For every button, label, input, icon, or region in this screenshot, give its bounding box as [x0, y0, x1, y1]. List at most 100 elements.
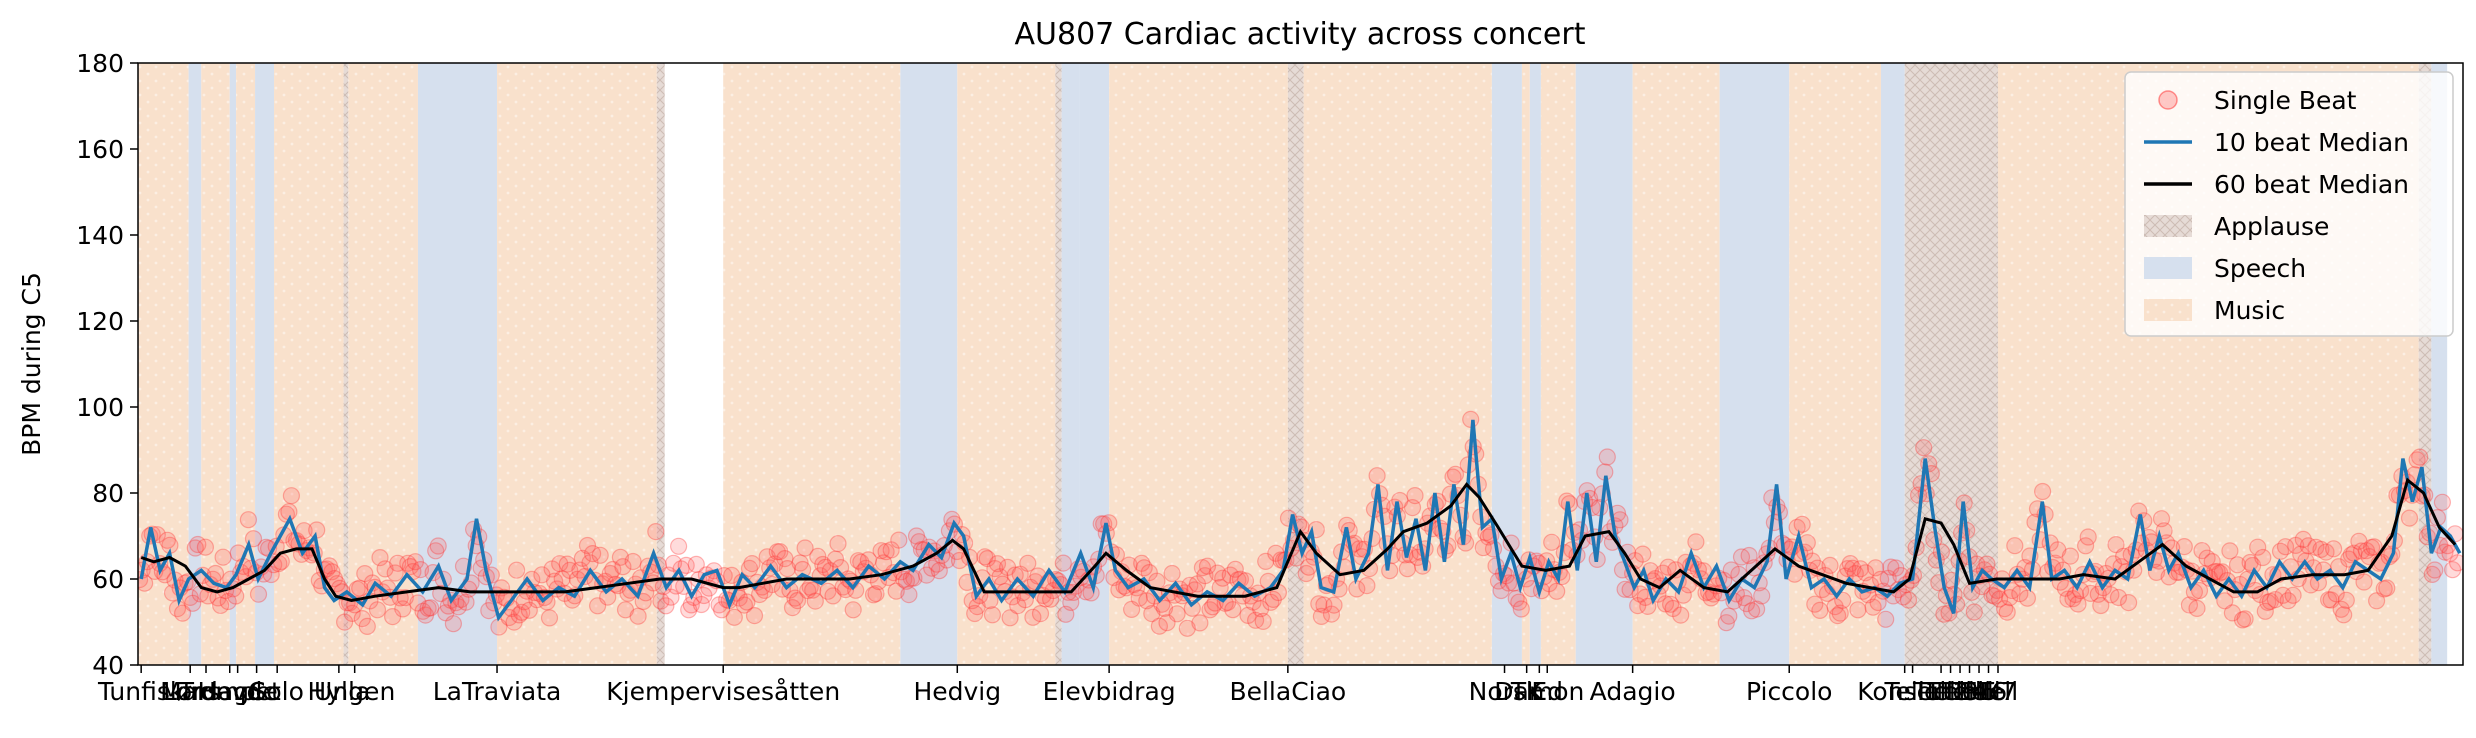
x-tick-label: Elevbidrag	[1043, 677, 1176, 706]
region-music	[1109, 63, 1288, 665]
single-beat-point	[2109, 588, 2128, 607]
single-beat-point	[2236, 610, 2254, 628]
single-beat-point	[2011, 585, 2029, 603]
x-tick-label: Solo	[250, 677, 303, 706]
single-beat-point	[1019, 554, 1037, 572]
y-tick-label: 100	[76, 393, 124, 422]
x-tick-label: Hylla	[307, 677, 370, 706]
single-beat-point	[414, 602, 432, 620]
single-beat-point	[2317, 543, 2335, 561]
single-beat-point	[510, 606, 528, 624]
single-beat-point	[657, 597, 675, 615]
x-tick-label: Tell1	[1883, 677, 1940, 706]
single-beat-point	[1358, 576, 1376, 595]
single-beat-point	[588, 597, 607, 615]
single-beat-point	[2320, 591, 2338, 609]
single-beat-point	[573, 549, 592, 567]
ten-beat-median-line	[139, 419, 2462, 622]
single-beat-point	[614, 558, 632, 576]
single-beat-point	[2340, 550, 2358, 568]
legend-label: 60 beat Median	[2214, 170, 2409, 199]
single-beat-point	[2259, 593, 2277, 612]
single-beat-point	[907, 527, 926, 545]
region-speech	[1575, 63, 1633, 665]
single-beat-point	[1163, 564, 1181, 583]
legend-box	[2124, 71, 2454, 337]
single-beat-point	[1879, 569, 1897, 588]
single-beat-point	[776, 549, 794, 568]
single-beat-point	[1183, 599, 1201, 617]
single-beat-point	[500, 608, 518, 627]
single-beat-point	[1138, 592, 1156, 610]
region-speech	[229, 63, 237, 665]
region-music	[348, 63, 418, 665]
single-beat-point	[1224, 601, 1242, 619]
single-beat-point	[844, 601, 862, 619]
single-beat-point	[389, 554, 407, 572]
single-beat-point	[806, 592, 824, 610]
single-beat-point	[723, 566, 741, 585]
median-lines	[139, 419, 2462, 622]
single-beat-point	[439, 597, 457, 615]
region-music	[1632, 63, 1720, 665]
single-beat-point	[634, 592, 652, 611]
single-beat-point	[2274, 586, 2292, 604]
single-beat-point	[1664, 599, 1682, 618]
single-beat-point	[771, 542, 789, 561]
y-axis-label: BPM during C5	[17, 272, 46, 456]
single-beat-point	[515, 593, 533, 611]
single-beat-point	[991, 568, 1009, 586]
y-tick-label: 160	[76, 135, 124, 164]
single-beat-point	[1196, 567, 1214, 585]
single-beat-point	[976, 548, 994, 566]
single-beat-point	[2375, 580, 2393, 598]
single-beat-point	[1851, 560, 1870, 578]
region-music	[274, 63, 344, 665]
single-beat-point	[2102, 586, 2120, 604]
single-beat-point	[2211, 564, 2229, 582]
single-beat-point	[745, 606, 764, 625]
single-beat-point	[2378, 579, 2396, 597]
x-tick-label: Adagio	[1590, 677, 1676, 706]
single-beat-point	[2147, 563, 2166, 582]
single-beat-point	[1251, 600, 1270, 618]
single-beat-point	[1507, 589, 1525, 608]
single-beat-point	[2003, 581, 2021, 600]
single-beat-point	[928, 555, 946, 573]
single-beat-point	[2350, 532, 2368, 550]
single-beat-point	[816, 558, 835, 577]
single-beat-point	[1737, 594, 1756, 613]
single-beat-point	[2355, 573, 2373, 591]
single-beat-point	[2107, 535, 2125, 554]
single-beat-point	[206, 564, 225, 583]
single-beat-point	[1717, 614, 1735, 632]
single-beat-point	[325, 569, 343, 588]
single-beat-point	[368, 601, 387, 619]
single-beat-point	[809, 547, 827, 566]
single-beat-point	[1203, 598, 1222, 616]
single-beat-point	[2033, 482, 2052, 501]
single-beat-point	[758, 548, 776, 566]
single-beat-point	[2365, 538, 2383, 556]
single-beat-point	[2426, 561, 2444, 579]
single-beat-point	[1325, 596, 1343, 614]
single-beat-point	[591, 546, 609, 564]
single-beat-point	[616, 601, 635, 619]
single-beat-point	[2271, 542, 2290, 560]
single-beat-point	[2228, 556, 2247, 574]
single-beat-point	[2284, 586, 2302, 604]
single-beat-point	[819, 582, 837, 600]
single-beat-point	[2368, 592, 2386, 610]
single-beat-point	[1474, 539, 1492, 557]
single-beat-point	[2335, 606, 2353, 624]
single-beat-point	[2312, 540, 2330, 559]
single-beat-point	[553, 570, 571, 588]
single-beat-point	[1882, 558, 1900, 576]
x-tick-label: Ungen	[314, 677, 395, 706]
single-beat-point	[1631, 585, 1649, 603]
single-beat-point	[1656, 595, 1675, 613]
single-beat-point	[687, 555, 705, 574]
single-beat-point	[2190, 581, 2209, 600]
legend-swatch	[2144, 215, 2192, 237]
single-beat-point	[768, 543, 786, 561]
